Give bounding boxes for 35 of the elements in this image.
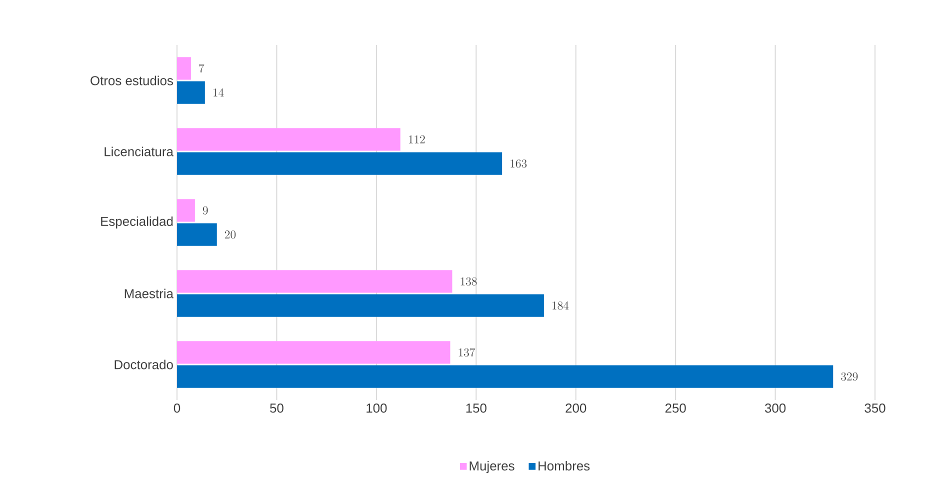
data-label: 137 bbox=[458, 348, 476, 357]
data-label: 138 bbox=[460, 277, 477, 286]
bar bbox=[177, 294, 544, 317]
bar bbox=[177, 57, 191, 80]
data-label: 7 bbox=[199, 64, 204, 73]
y-tick-label: Otros estudios bbox=[90, 76, 174, 86]
bar bbox=[177, 128, 400, 151]
legend-label: Mujeres bbox=[470, 460, 514, 474]
y-tick-label: Maestria bbox=[124, 288, 174, 298]
bar bbox=[177, 223, 217, 246]
x-tick-label: 300 bbox=[764, 404, 786, 413]
x-tick-label: 350 bbox=[864, 404, 886, 413]
y-tick-label: Especialidad bbox=[101, 216, 173, 229]
data-label: 9 bbox=[202, 206, 208, 215]
bar bbox=[177, 152, 502, 175]
x-tick-label: 50 bbox=[270, 404, 284, 413]
data-label: 112 bbox=[408, 135, 425, 144]
bar bbox=[177, 81, 205, 104]
x-tick-label: 0 bbox=[174, 404, 180, 413]
x-tick-label: 200 bbox=[566, 404, 586, 413]
x-tick-label: 150 bbox=[466, 404, 486, 413]
data-label: 20 bbox=[224, 230, 236, 239]
data-label: 163 bbox=[510, 159, 527, 168]
data-label: 329 bbox=[841, 372, 858, 381]
y-tick-label: Doctorado bbox=[114, 360, 173, 370]
y-tick-label: Licenciatura bbox=[104, 146, 174, 156]
data-label: 14 bbox=[214, 88, 224, 96]
bar bbox=[177, 270, 452, 293]
bar bbox=[177, 199, 195, 222]
x-tick-label: 100 bbox=[366, 404, 387, 413]
legend-label: Hombres bbox=[538, 460, 590, 470]
x-tick-label: 250 bbox=[665, 404, 686, 413]
bar bbox=[177, 365, 834, 388]
bar bbox=[177, 341, 450, 364]
data-label: 184 bbox=[552, 301, 569, 310]
